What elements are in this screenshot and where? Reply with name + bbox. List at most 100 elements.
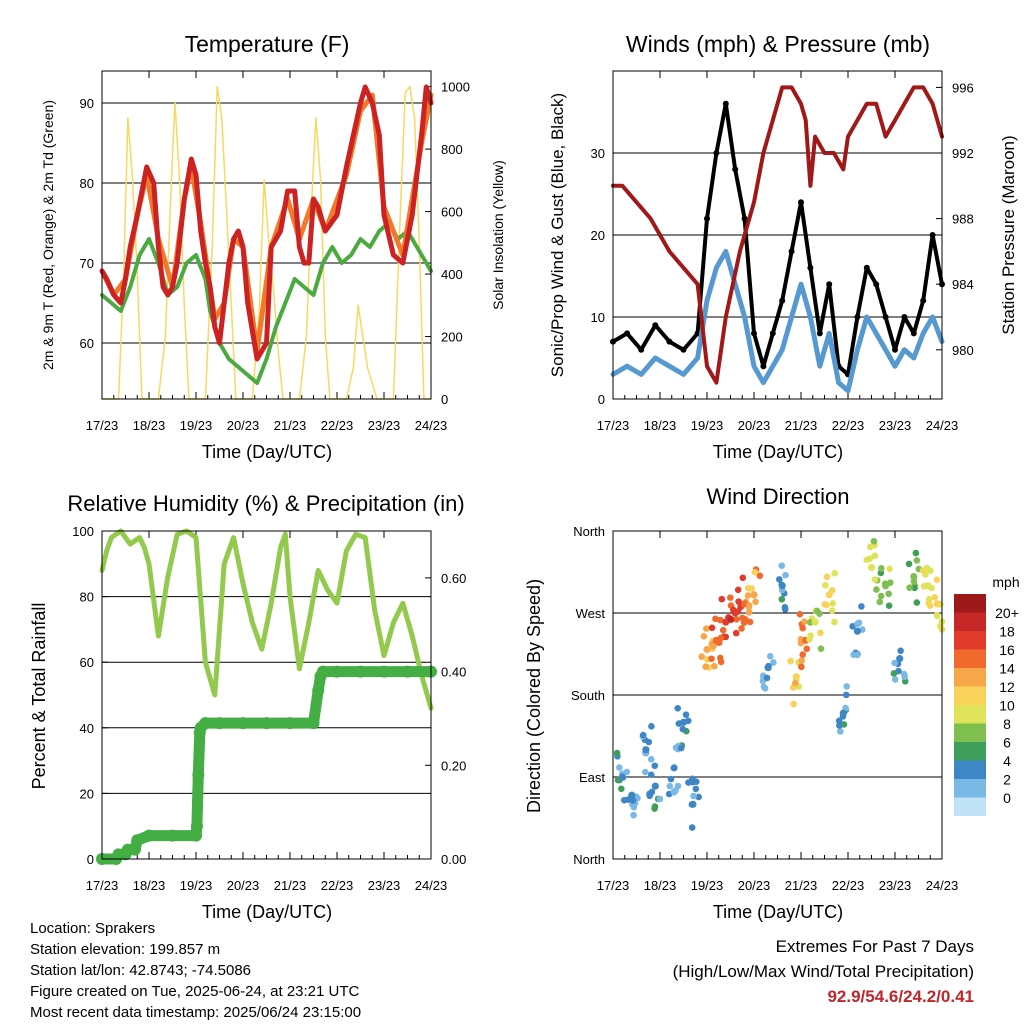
direction-point — [796, 610, 804, 618]
y-tick-label: 60 — [80, 336, 94, 351]
y-right-tick-label: 800 — [441, 142, 463, 157]
colorbar-swatch — [954, 649, 986, 668]
direction-point — [877, 592, 885, 600]
direction-point — [674, 705, 682, 712]
precip-point — [312, 684, 325, 697]
direction-point — [858, 603, 865, 610]
station-info: Location: Sprakers Station elevation: 19… — [30, 918, 361, 1023]
station-elevation: Station elevation: 199.857 m — [30, 941, 221, 958]
direction-point — [718, 595, 726, 603]
direction-point — [776, 576, 783, 583]
gust-point — [892, 346, 898, 353]
gust-point — [779, 297, 786, 304]
direction-point — [817, 645, 825, 652]
y-tick-label: 80 — [80, 590, 94, 605]
gust-point — [751, 330, 757, 337]
gust-point — [713, 150, 720, 156]
direction-point — [885, 590, 892, 598]
direction-point — [692, 785, 700, 793]
y-tick-label: 0 — [598, 392, 605, 407]
direction-point — [764, 664, 772, 672]
y-tick-label: 80 — [80, 176, 94, 191]
direction-point — [822, 601, 830, 609]
colorbar-swatch — [954, 594, 986, 613]
colorbar-label: 18 — [999, 624, 1015, 640]
direction-point — [734, 586, 742, 594]
direction-point — [677, 744, 685, 752]
direction-point — [891, 659, 898, 667]
x-tick-label: 23/23 — [368, 878, 401, 893]
y-right-tick-label: 0.60 — [441, 571, 466, 586]
x-tick-label: 20/23 — [738, 418, 771, 433]
direction-point — [642, 746, 650, 754]
direction-point — [926, 595, 933, 603]
x-tick-label: 17/23 — [86, 878, 119, 893]
colorbar-label: 2 — [1003, 772, 1011, 788]
rh-xlabel: Time (Day/UTC) — [202, 902, 332, 922]
direction-point — [886, 565, 893, 573]
precip-point — [128, 843, 141, 856]
direction-point — [853, 627, 862, 635]
gust-point — [788, 248, 795, 255]
direction-point — [831, 569, 839, 577]
direction-point — [629, 797, 637, 804]
direction-point — [731, 609, 739, 617]
rh-ylabel: Percent & Total Rainfall — [29, 603, 49, 790]
x-tick-label: 21/23 — [785, 418, 818, 433]
gust-point — [929, 232, 936, 238]
direction-point — [910, 572, 918, 581]
direction-point — [811, 618, 819, 626]
y-right-tick-label: 992 — [952, 146, 974, 161]
direction-point — [836, 722, 843, 729]
direction-point — [873, 586, 880, 593]
direction-point — [760, 683, 768, 691]
direction-point — [656, 795, 664, 803]
x-tick-label: 22/23 — [832, 878, 865, 893]
direction-point — [781, 606, 789, 613]
x-tick-label: 22/23 — [832, 418, 865, 433]
direction-point — [746, 618, 754, 626]
direction-point — [752, 598, 759, 606]
direction-point — [933, 576, 941, 583]
direction-point — [763, 674, 771, 682]
y-right-tick-label: 0.20 — [441, 758, 466, 773]
y-tick-label: 70 — [80, 256, 94, 271]
direction-point — [871, 576, 879, 583]
direction-point — [839, 709, 847, 717]
gust-point — [807, 264, 814, 271]
gust-point — [873, 281, 880, 288]
y-tick-label: 100 — [72, 524, 94, 539]
gust-point — [722, 100, 729, 107]
precip-point — [316, 665, 329, 678]
rh-precip-panel: Relative Humidity (%) & Precipitation (i… — [29, 491, 466, 922]
x-tick-label: 17/23 — [86, 418, 119, 433]
direction-point — [871, 552, 879, 560]
y-right-tick-label: 0 — [441, 392, 448, 407]
gust-point — [760, 363, 767, 370]
precip-point — [199, 717, 212, 730]
gust-point — [769, 330, 776, 337]
direction-point — [717, 658, 725, 666]
direction-point — [690, 792, 697, 800]
x-tick-label: 20/23 — [227, 878, 260, 893]
direction-point — [733, 616, 740, 623]
precip-point — [131, 834, 144, 847]
colorbar-swatch — [954, 686, 986, 705]
x-tick-label: 17/23 — [597, 878, 630, 893]
precip-point — [260, 717, 273, 730]
direction-xlabel: Time (Day/UTC) — [713, 902, 843, 922]
y-right-tick-label: 0.40 — [441, 665, 466, 680]
gust-point — [638, 346, 645, 353]
direction-point — [735, 598, 742, 605]
recent-timestamp: Most recent data timestamp: 2025/06/24 2… — [30, 1004, 362, 1021]
direction-point — [790, 700, 798, 708]
direction-point — [682, 711, 690, 719]
winds-ylabel: Sonic/Prop Wind & Gust (Blue, Black) — [548, 93, 567, 377]
temperature-title: Temperature (F) — [185, 31, 350, 57]
x-tick-label: 23/23 — [368, 418, 401, 433]
winds-title: Winds (mph) & Pressure (mb) — [626, 31, 930, 57]
direction-point — [722, 618, 730, 626]
direction-point — [877, 565, 885, 572]
direction-point — [792, 673, 800, 681]
